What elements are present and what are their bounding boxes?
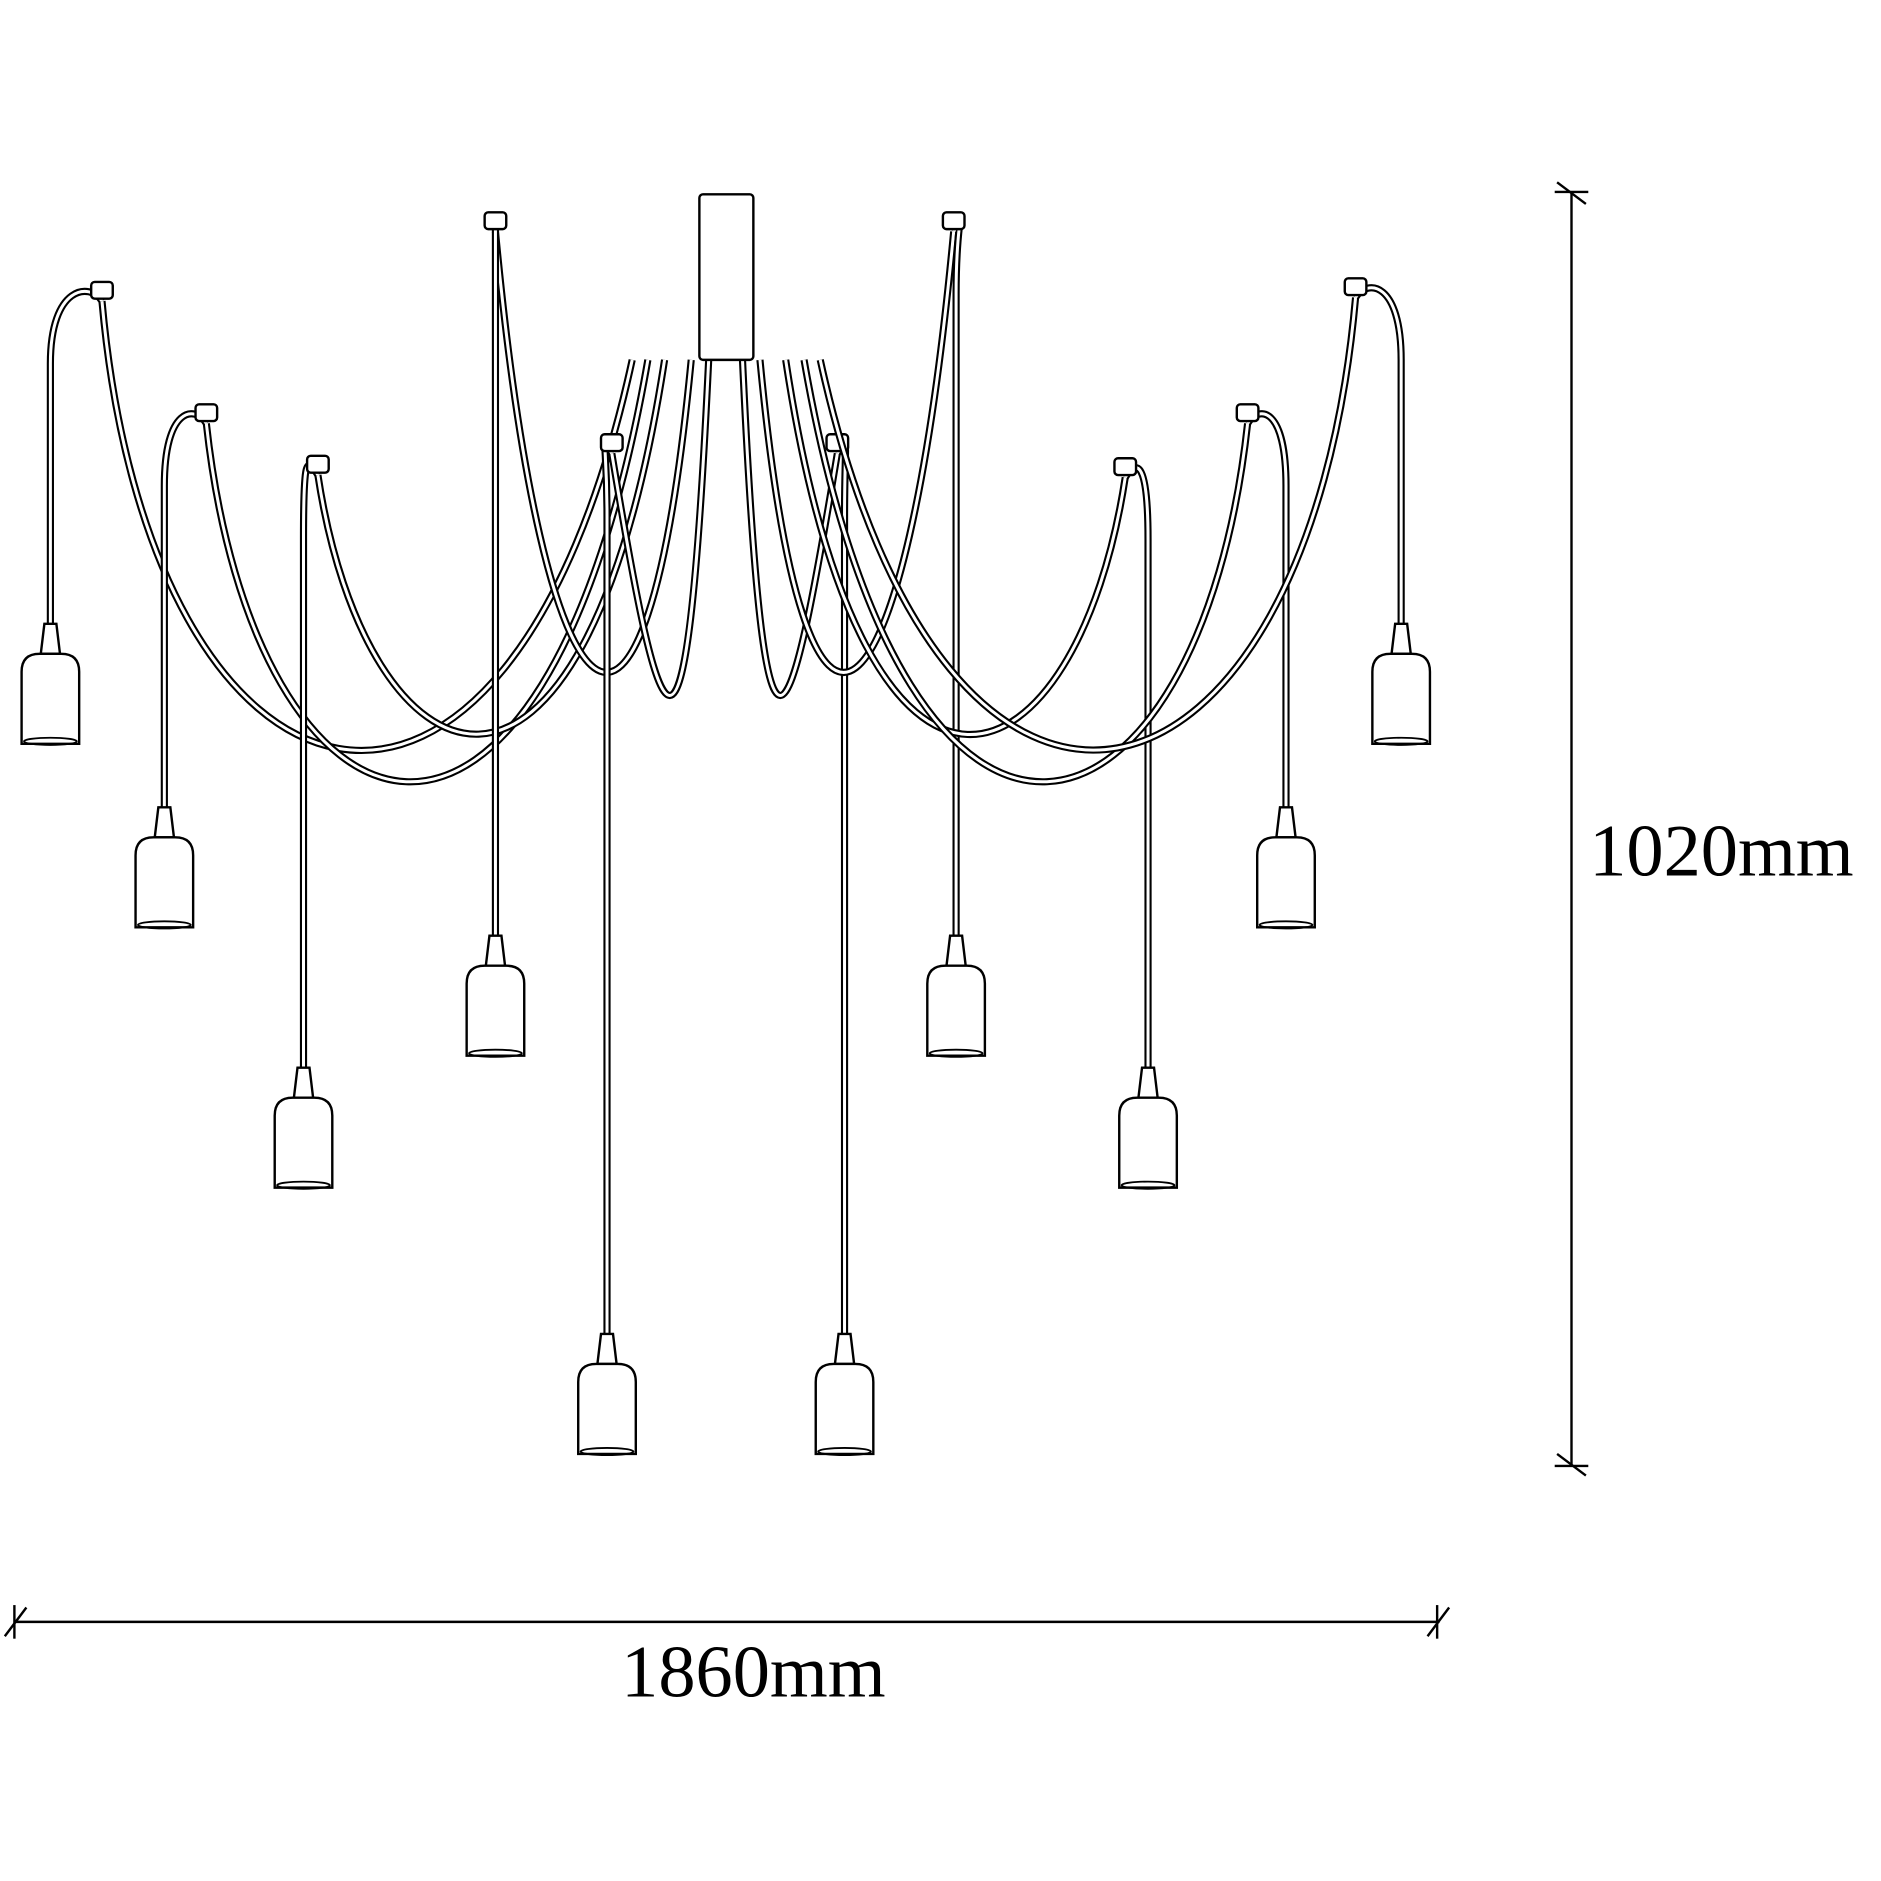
hook — [1343, 277, 1368, 297]
hook — [1113, 457, 1138, 477]
cable — [299, 461, 321, 1068]
shade — [273, 1096, 334, 1189]
shade-rim — [1258, 920, 1314, 930]
dimension-tick — [3, 1606, 28, 1637]
socket — [596, 1332, 618, 1366]
cable — [1352, 284, 1405, 624]
cable-core — [100, 300, 634, 752]
socket — [153, 806, 176, 839]
dimension-tick — [1556, 1452, 1587, 1477]
shade-rim — [1373, 736, 1429, 746]
canopy — [698, 193, 755, 362]
cable-core — [204, 359, 650, 784]
socket — [292, 1066, 315, 1099]
shade — [20, 652, 81, 745]
cable — [1244, 410, 1290, 808]
cable-core — [802, 359, 1250, 784]
shade-rim — [137, 920, 192, 930]
socket — [1137, 1066, 1159, 1099]
shade — [577, 1362, 637, 1456]
cable — [816, 297, 1360, 754]
height-label: 1020mm — [1589, 811, 1853, 893]
shade-rim — [1120, 1180, 1176, 1190]
socket — [833, 1332, 856, 1366]
hook — [305, 454, 330, 474]
shade-rim — [468, 1048, 523, 1058]
cable-core — [1354, 286, 1403, 624]
socket — [1275, 806, 1297, 839]
cable-core — [493, 231, 693, 674]
cable-core — [818, 297, 1358, 752]
hook — [1235, 403, 1260, 423]
cable-core — [316, 359, 667, 736]
cable — [608, 359, 713, 700]
dimension-tick — [1426, 1606, 1451, 1637]
cable-core — [48, 289, 104, 624]
shade-rim — [928, 1048, 984, 1058]
hook — [194, 403, 219, 423]
hook — [599, 433, 624, 453]
hook — [89, 280, 114, 300]
hook — [941, 211, 966, 231]
cable-core — [784, 359, 1127, 736]
shade-rim — [817, 1447, 872, 1457]
dimension-tick — [1556, 181, 1587, 205]
shade — [1371, 652, 1432, 745]
shade — [134, 836, 195, 929]
cable-core — [610, 359, 711, 697]
cable-core — [741, 359, 839, 697]
width-label: 1860mm — [621, 1631, 885, 1713]
socket — [945, 934, 968, 967]
lamp-group — [20, 211, 1432, 1457]
shade — [926, 964, 987, 1057]
cable — [1122, 464, 1152, 1068]
socket — [1390, 622, 1413, 655]
socket — [484, 934, 507, 967]
shade-rim — [579, 1447, 635, 1457]
cable — [314, 359, 669, 738]
socket — [39, 622, 62, 655]
cable — [46, 287, 106, 624]
shade-rim — [276, 1180, 331, 1190]
cable-core — [1246, 412, 1288, 808]
shade — [1255, 836, 1316, 929]
hook — [483, 211, 508, 231]
shade — [465, 964, 526, 1057]
cable-core — [758, 231, 956, 674]
shade — [1118, 1096, 1179, 1189]
cable — [98, 300, 636, 754]
shade — [814, 1362, 875, 1456]
shade-rim — [23, 736, 78, 746]
